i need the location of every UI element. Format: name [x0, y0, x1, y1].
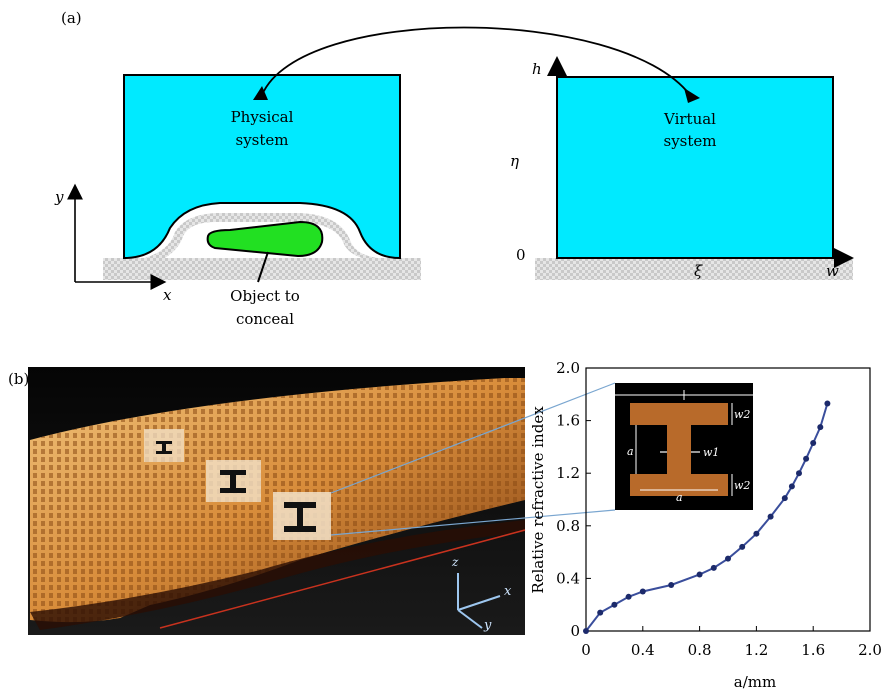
x-tick-label: 1.6 [801, 641, 825, 659]
hidden-object [206, 220, 324, 258]
i-cell-medium [220, 470, 246, 493]
inset-label-w1: w1 [703, 446, 719, 459]
object-label-line1: Object to [230, 287, 300, 305]
photo-y-axis [457, 609, 483, 629]
arrow-head-left [253, 86, 268, 100]
axis-label-xi: ξ [694, 262, 703, 280]
refractive-index-chart: 0 0.4 0.8 1.2 1.6 2.0 0 0.4 0.8 1.2 1.6 2.0 a/mm Re… [529, 359, 882, 691]
virtual-region [556, 76, 834, 259]
data-point [810, 439, 817, 446]
data-point [725, 555, 731, 562]
photo-x-axis [457, 595, 501, 611]
data-point [817, 424, 824, 431]
object-pointer [257, 251, 269, 283]
x-tick-label: 2.0 [858, 641, 882, 659]
data-point [803, 455, 810, 462]
data-point [696, 571, 703, 578]
data-point [739, 543, 746, 550]
i-shaped-resonator [630, 403, 728, 496]
chart-tick-labels: 0 0.4 0.8 1.2 1.6 2.0 0 0.4 0.8 1.2 1.6 2.0 [556, 359, 882, 659]
zoom-line-top [330, 382, 616, 494]
data-point [767, 513, 774, 520]
data-point [597, 609, 604, 616]
y-tick-label: 2.0 [556, 359, 580, 377]
physical-system-diagram [67, 74, 421, 290]
y-tick-label: 1.6 [556, 412, 580, 430]
x-tick-label: 0.4 [631, 641, 655, 659]
plate-edge [30, 520, 525, 630]
data-point [753, 530, 760, 537]
x-tick-label: 0.8 [688, 641, 712, 659]
inset-label-w2-top: w2 [734, 408, 750, 421]
series-points [583, 400, 831, 634]
x-axis-label: a/mm [734, 673, 776, 691]
y-tick-label: 0 [570, 622, 580, 640]
virtual-system-line1: Virtual [664, 110, 716, 128]
unit-cell-inset: a a w1 w2 w2 [615, 383, 753, 510]
chart-ticks [585, 367, 871, 632]
object-label-line2: conceal [235, 310, 295, 328]
y-tick-label: 0.8 [556, 517, 580, 535]
inset-label-a-left: a [627, 445, 634, 458]
axis-label-zero: 0 [516, 246, 526, 264]
x-tick-label: 0 [581, 641, 591, 659]
panel-b-label: (b) [8, 370, 30, 388]
data-point [710, 564, 717, 571]
physical-region [123, 74, 401, 260]
axis-label-h: h [532, 60, 542, 78]
virtual-system-diagram [535, 56, 854, 280]
virtual-system-line2: system [663, 132, 717, 150]
i-cell-large [284, 502, 316, 532]
panel-a-label: (a) [61, 9, 82, 27]
arrow-head-right [684, 88, 700, 103]
zoom-line-bottom [330, 509, 616, 536]
data-point [639, 588, 646, 595]
y-axis-label: Relative refractive index [529, 406, 547, 594]
axis-label-w: w [826, 262, 839, 280]
axis-label-x: x [163, 286, 172, 304]
data-point [611, 601, 618, 608]
photo-axis-y-label: y [484, 618, 492, 633]
y-tick-label: 1.2 [556, 464, 580, 482]
transformation-arrow [261, 26, 691, 96]
data-point [788, 483, 795, 490]
y-tick-label: 0.4 [556, 569, 580, 587]
data-point [583, 628, 589, 634]
axis-label-y: y [55, 188, 64, 206]
data-point [781, 495, 788, 502]
photo-axis-z-label: z [452, 555, 459, 569]
data-point [796, 470, 802, 477]
data-point [668, 581, 675, 588]
chart-frame [585, 367, 871, 632]
axis-label-eta: η [510, 152, 519, 170]
x-tick-label: 1.2 [744, 641, 768, 659]
metamaterial-photo [28, 367, 616, 635]
i-cell-small [156, 441, 172, 454]
data-point [625, 593, 632, 600]
plate-outline [159, 529, 526, 629]
ground-right [535, 258, 853, 280]
photo-axis-x-label: x [504, 584, 512, 599]
physical-system-line1: Physical [230, 108, 294, 126]
physical-system-line2: system [235, 131, 289, 149]
inset-label-a-bottom: a [676, 491, 683, 504]
data-point [824, 400, 831, 407]
inset-label-w2-bottom: w2 [734, 479, 750, 492]
